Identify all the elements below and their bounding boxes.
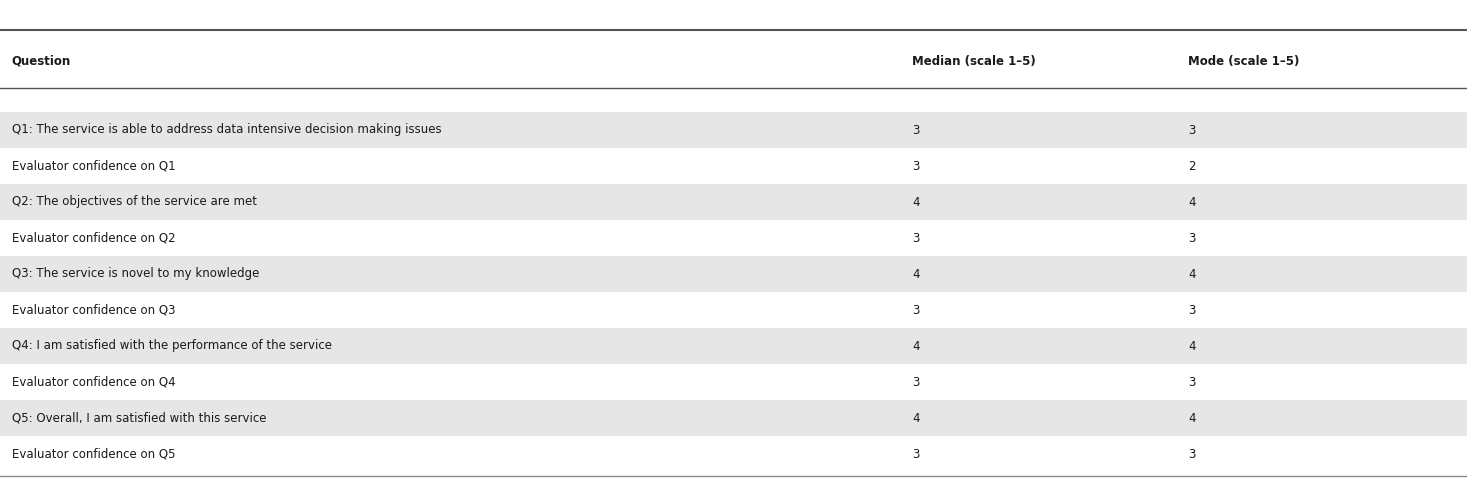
Bar [0, 256, 1467, 292]
Text: 2: 2 [1188, 160, 1196, 172]
Text: 4: 4 [912, 195, 920, 208]
Text: 3: 3 [912, 304, 920, 317]
Text: 4: 4 [1188, 411, 1196, 424]
Bar [0, 328, 1467, 364]
Text: Evaluator confidence on Q3: Evaluator confidence on Q3 [12, 304, 175, 317]
Text: Q5: Overall, I am satisfied with this service: Q5: Overall, I am satisfied with this se… [12, 411, 266, 424]
Bar [0, 400, 1467, 436]
Text: 4: 4 [912, 411, 920, 424]
Text: Evaluator confidence on Q4: Evaluator confidence on Q4 [12, 376, 176, 388]
Text: Evaluator confidence on Q2: Evaluator confidence on Q2 [12, 231, 176, 244]
Text: 3: 3 [1188, 447, 1196, 460]
Text: Evaluator confidence on Q5: Evaluator confidence on Q5 [12, 447, 175, 460]
Text: 3: 3 [912, 376, 920, 388]
Text: 3: 3 [912, 160, 920, 172]
Text: 3: 3 [1188, 304, 1196, 317]
Text: 3: 3 [912, 231, 920, 244]
Text: 4: 4 [1188, 340, 1196, 353]
Text: 3: 3 [1188, 231, 1196, 244]
Text: Q1: The service is able to address data intensive decision making issues: Q1: The service is able to address data … [12, 124, 442, 137]
Text: 4: 4 [1188, 195, 1196, 208]
Text: Mode (scale 1–5): Mode (scale 1–5) [1188, 55, 1300, 68]
Text: Q4: I am satisfied with the performance of the service: Q4: I am satisfied with the performance … [12, 340, 332, 353]
Bar [0, 184, 1467, 220]
Text: 4: 4 [912, 340, 920, 353]
Text: Q2: The objectives of the service are met: Q2: The objectives of the service are me… [12, 195, 257, 208]
Text: 3: 3 [912, 124, 920, 137]
Text: Median (scale 1–5): Median (scale 1–5) [912, 55, 1036, 68]
Bar [0, 112, 1467, 148]
Text: 3: 3 [912, 447, 920, 460]
Text: Question: Question [12, 55, 70, 68]
Text: 3: 3 [1188, 124, 1196, 137]
Text: 4: 4 [1188, 267, 1196, 281]
Text: 3: 3 [1188, 376, 1196, 388]
Text: 4: 4 [912, 267, 920, 281]
Text: Q3: The service is novel to my knowledge: Q3: The service is novel to my knowledge [12, 267, 260, 281]
Text: Evaluator confidence on Q1: Evaluator confidence on Q1 [12, 160, 176, 172]
